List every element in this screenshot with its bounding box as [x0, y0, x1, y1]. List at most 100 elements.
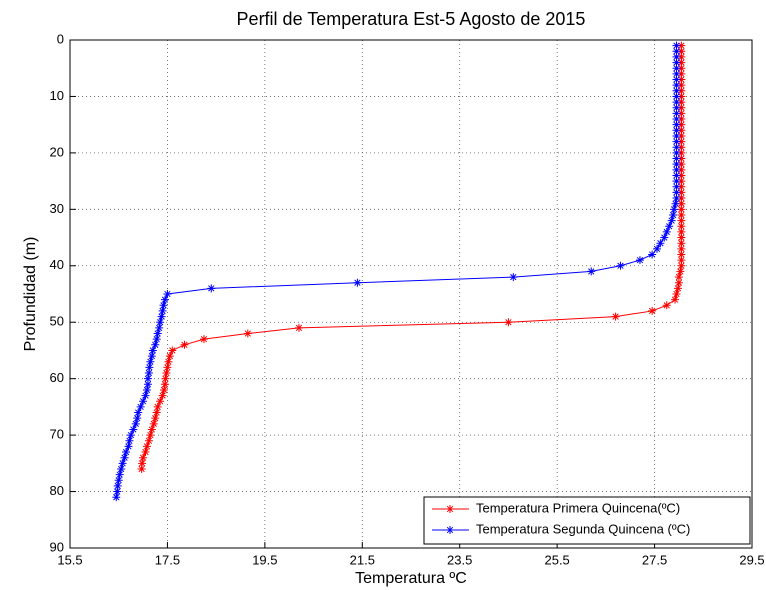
marker-shape [677, 199, 686, 208]
marker-shape [164, 357, 173, 366]
marker-shape [677, 205, 686, 214]
data-point [152, 335, 161, 344]
marker-shape [142, 385, 151, 394]
marker-shape [156, 318, 165, 327]
data-point [672, 131, 681, 140]
marker-shape [648, 306, 657, 315]
marker-shape [672, 131, 681, 140]
data-point [672, 126, 681, 135]
marker-shape [125, 436, 134, 445]
marker-shape [151, 414, 160, 423]
y-tick-label: 80 [50, 483, 64, 498]
data-point [153, 329, 162, 338]
marker-shape [635, 256, 644, 265]
data-point [677, 86, 686, 95]
marker-shape [672, 109, 681, 118]
data-point [151, 414, 160, 423]
marker-shape [677, 244, 686, 253]
data-point [677, 261, 686, 270]
data-point [587, 267, 596, 276]
marker-shape [672, 171, 681, 180]
marker-shape [672, 120, 681, 129]
data-point [677, 182, 686, 191]
marker-shape [677, 41, 686, 50]
marker-shape [677, 182, 686, 191]
data-point [163, 290, 172, 298]
marker-shape [161, 374, 170, 383]
data-point [114, 476, 123, 485]
x-tick-label: 15.5 [57, 552, 82, 567]
data-point [677, 244, 686, 253]
data-point [672, 148, 681, 157]
data-point [672, 92, 681, 101]
data-point [677, 199, 686, 208]
marker-shape [677, 216, 686, 225]
marker-shape [677, 154, 686, 163]
marker-shape [677, 86, 686, 95]
marker-shape [146, 431, 155, 440]
marker-shape [672, 177, 681, 186]
data-point [677, 64, 686, 73]
data-point [122, 448, 131, 457]
marker-shape [677, 177, 686, 186]
data-point [672, 58, 681, 67]
marker-shape [677, 227, 686, 236]
marker-shape [446, 526, 454, 534]
marker-shape [143, 374, 152, 383]
marker-shape [677, 148, 686, 157]
data-point [117, 464, 126, 473]
data-point [673, 284, 682, 293]
legend: Temperatura Primera Quincena(ºC) Temperat… [423, 496, 751, 545]
marker-shape [677, 75, 686, 84]
marker-shape [667, 216, 676, 225]
data-point [139, 453, 148, 462]
data-point [672, 115, 681, 124]
data-point [672, 52, 681, 61]
data-point [156, 318, 165, 327]
marker-shape [677, 210, 686, 219]
marker-shape [653, 244, 662, 253]
x-tick-label: 25.5 [544, 552, 569, 567]
marker-shape [677, 160, 686, 169]
marker-shape [656, 239, 665, 248]
marker-shape [672, 154, 681, 163]
x-tick-label: 23.5 [447, 552, 472, 567]
data-point [146, 357, 155, 366]
legend-marker [446, 526, 454, 534]
marker-shape [677, 64, 686, 73]
marker-shape [660, 233, 669, 242]
marker-shape [677, 239, 686, 248]
data-point [677, 120, 686, 129]
data-point [676, 267, 685, 276]
data-point [671, 295, 680, 304]
data-point [677, 194, 686, 203]
data-point [157, 312, 166, 321]
marker-shape [672, 69, 681, 78]
marker-shape [672, 165, 681, 174]
data-point [672, 160, 681, 169]
marker-shape [152, 335, 161, 344]
marker-shape [134, 408, 143, 417]
data-point [669, 210, 678, 219]
marker-shape [677, 171, 686, 180]
marker-shape [672, 75, 681, 84]
marker-shape [353, 278, 362, 287]
data-point [648, 306, 657, 315]
data-point [112, 493, 121, 502]
data-point [137, 464, 146, 473]
data-point [653, 244, 662, 253]
data-point [158, 306, 167, 315]
marker-shape [677, 256, 686, 265]
data-point [672, 109, 681, 118]
data-point [672, 165, 681, 174]
data-point [677, 171, 686, 180]
marker-shape [648, 250, 657, 259]
data-point [677, 69, 686, 78]
data-point [660, 233, 669, 242]
data-point [677, 137, 686, 146]
marker-shape [676, 267, 685, 276]
marker-shape [120, 453, 129, 462]
marker-shape [145, 363, 154, 372]
marker-shape [672, 290, 681, 298]
x-axis-label: Temperatura ºC [355, 570, 467, 587]
